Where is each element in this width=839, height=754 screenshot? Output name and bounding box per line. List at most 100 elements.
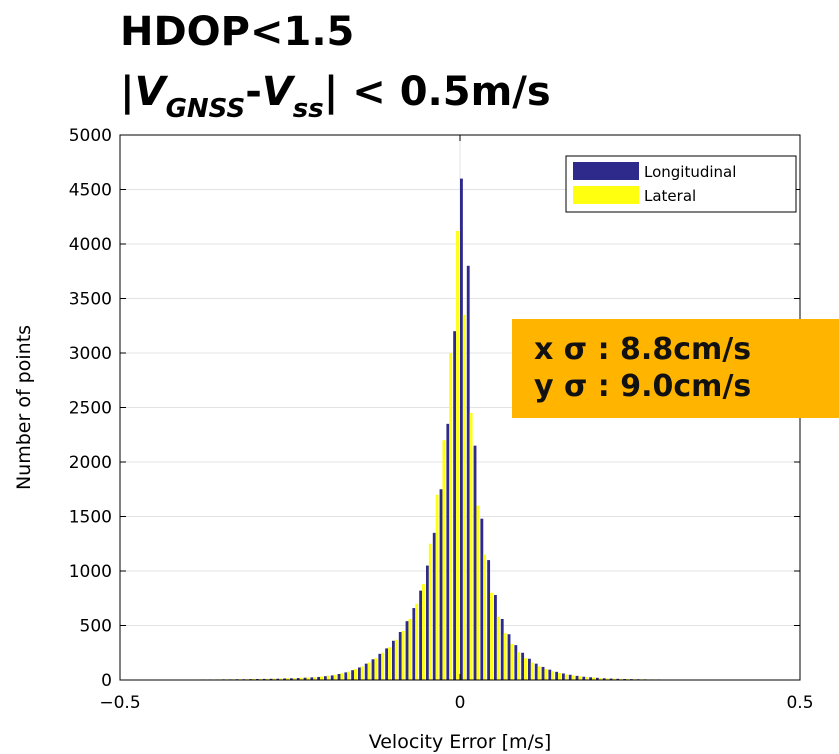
lateral-bar: [388, 647, 391, 680]
longitudinal-bar: [385, 648, 389, 680]
legend-swatch-lateral: [573, 186, 639, 204]
longitudinal-bar: [555, 671, 559, 680]
y-tick-label: 4500: [69, 181, 112, 201]
lateral-bar: [265, 678, 269, 680]
longitudinal-bar: [548, 669, 552, 680]
lateral-bar: [272, 678, 276, 680]
longitudinal-bar: [405, 621, 409, 680]
lateral-bar: [360, 666, 364, 680]
longitudinal-bar: [412, 608, 416, 680]
lateral-bar: [469, 412, 473, 680]
longitudinal-bar: [487, 560, 491, 680]
title-sub-gnss: GNSS: [165, 94, 246, 124]
longitudinal-bar: [358, 667, 361, 680]
lateral-bar: [292, 678, 296, 680]
longitudinal-bar: [351, 670, 355, 680]
x-tick-label: −0.5: [99, 693, 140, 713]
lateral-bar: [415, 603, 419, 680]
y-tick-label: 1000: [69, 562, 112, 582]
longitudinal-bar: [460, 178, 463, 680]
lateral-bar: [544, 669, 548, 680]
lateral-bar: [571, 675, 575, 680]
longitudinal-bar: [283, 678, 287, 680]
y-tick-label: 0: [101, 671, 112, 691]
axis-ticks: 0 500 1000 1500 2000 2500 3000 3500 4000 4500 5000…: [69, 126, 814, 713]
longitudinal-bar: [596, 677, 599, 680]
legend: Longitudinal Lateral: [565, 155, 797, 213]
longitudinal-bar: [317, 676, 321, 680]
lateral-bar: [592, 677, 595, 680]
lateral-bar: [286, 678, 289, 680]
lateral-bar: [279, 678, 283, 680]
longitudinal-bar: [453, 331, 457, 680]
lateral-bar: [605, 678, 609, 680]
lateral-bar: [551, 671, 555, 680]
lateral-bar: [306, 677, 310, 680]
lateral-bar: [619, 678, 623, 680]
y-tick-label: 3500: [69, 290, 112, 310]
longitudinal-bar: [514, 645, 518, 680]
lateral-bar: [537, 666, 541, 680]
lateral-bar: [347, 671, 351, 680]
lateral-bar: [585, 676, 589, 680]
lateral-bar: [320, 676, 323, 680]
y-tick-label: 4000: [69, 235, 112, 255]
longitudinal-bar: [473, 445, 477, 680]
longitudinal-bar: [337, 674, 341, 680]
longitudinal-bar: [589, 677, 593, 680]
title-v-ss: V: [261, 69, 293, 115]
lateral-bar: [435, 494, 439, 680]
y-tick-label: 500: [80, 617, 112, 637]
longitudinal-bar: [344, 672, 348, 680]
longitudinal-bar: [310, 677, 314, 680]
lateral-bar: [524, 658, 527, 680]
lateral-bar: [374, 658, 378, 680]
longitudinal-bar: [276, 678, 280, 680]
x-sigma-label: x σ : 8.8cm/s: [534, 332, 752, 367]
title-v-gnss: V: [134, 69, 166, 115]
x-axis-label: Velocity Error [m/s]: [369, 731, 552, 753]
lateral-bar: [313, 676, 317, 680]
longitudinal-bar: [541, 666, 545, 680]
longitudinal-bar: [521, 652, 525, 680]
longitudinal-bar: [439, 489, 443, 680]
lateral-bar: [258, 678, 262, 680]
lateral-bar: [510, 644, 514, 680]
legend-label-lateral: Lateral: [644, 187, 696, 205]
y-tick-label: 2000: [69, 453, 112, 473]
lateral-bar: [299, 677, 303, 680]
lateral-bar: [564, 674, 568, 680]
lateral-bar: [476, 505, 480, 680]
lateral-bar: [517, 652, 521, 680]
longitudinal-bar: [575, 675, 579, 680]
lateral-bar: [394, 639, 398, 680]
longitudinal-bar: [392, 640, 395, 680]
title-abs-open: |: [120, 69, 135, 115]
longitudinal-bar: [494, 594, 497, 680]
longitudinal-bar: [500, 618, 504, 680]
lateral-bar: [456, 230, 459, 681]
lateral-bar: [598, 677, 602, 680]
lateral-bar: [367, 662, 371, 680]
longitudinal-bar: [528, 658, 531, 680]
longitudinal-bar: [562, 673, 565, 680]
lateral-bar: [442, 440, 446, 680]
longitudinal-bar: [371, 659, 375, 680]
longitudinal-bar: [378, 653, 382, 680]
longitudinal-bar: [534, 663, 538, 680]
sigma-stats-box: x σ : 8.8cm/s y σ : 9.0cm/s: [512, 319, 839, 418]
lateral-bar: [401, 630, 405, 680]
lateral-bar: [326, 675, 330, 680]
lateral-bar: [381, 652, 385, 680]
lateral-bar: [496, 616, 500, 680]
lateral-bar: [333, 674, 337, 680]
y-tick-label: 3000: [69, 344, 112, 364]
longitudinal-bar: [582, 676, 586, 680]
y-tick-label: 2500: [69, 399, 112, 419]
title-abs-close: | < 0.5m/s: [323, 69, 551, 115]
legend-label-longitudinal: Longitudinal: [644, 163, 736, 181]
longitudinal-bar: [398, 632, 402, 680]
lateral-bar: [558, 673, 561, 680]
title-dash: -: [245, 69, 262, 115]
